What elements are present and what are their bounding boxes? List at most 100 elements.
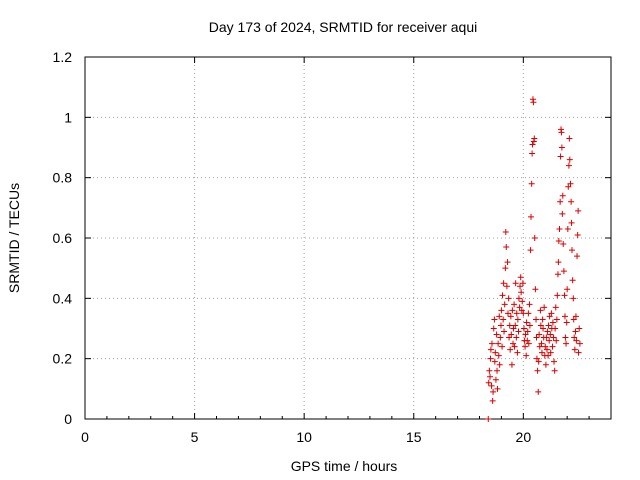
data-point xyxy=(571,346,578,353)
data-point xyxy=(522,331,529,338)
data-point xyxy=(550,334,557,341)
y-tick-label: 0.2 xyxy=(53,351,73,367)
data-point xyxy=(569,277,576,284)
data-point xyxy=(531,235,538,241)
data-point xyxy=(508,331,515,338)
data-point xyxy=(491,358,498,365)
chart-title: Day 173 of 2024, SRMTID for receiver aqu… xyxy=(209,19,477,35)
data-point xyxy=(502,265,509,272)
data-point xyxy=(506,334,513,341)
data-point xyxy=(518,289,525,296)
y-tick-label: 1.2 xyxy=(53,49,73,65)
data-point xyxy=(533,334,540,341)
data-point xyxy=(500,316,507,323)
data-point xyxy=(553,337,560,344)
data-point xyxy=(529,150,536,157)
data-point xyxy=(518,307,525,314)
data-point xyxy=(558,129,565,136)
data-point xyxy=(546,313,553,320)
data-point xyxy=(501,328,508,335)
data-point xyxy=(566,135,573,142)
data-point xyxy=(522,343,529,350)
data-point xyxy=(549,319,556,326)
data-point xyxy=(523,319,530,326)
data-points xyxy=(485,96,583,422)
data-point xyxy=(538,340,545,347)
x-tick-label: 5 xyxy=(191,429,199,445)
data-point xyxy=(547,349,554,356)
data-point xyxy=(512,322,519,329)
data-point xyxy=(497,322,504,329)
data-point xyxy=(524,328,531,335)
data-point xyxy=(514,316,521,323)
data-point xyxy=(560,241,567,248)
data-point xyxy=(564,225,571,232)
data-point xyxy=(505,295,512,302)
data-point xyxy=(557,153,564,160)
data-point xyxy=(500,280,507,287)
data-point xyxy=(487,355,494,362)
data-point xyxy=(539,316,546,323)
data-point xyxy=(494,385,501,392)
data-point xyxy=(575,207,582,214)
data-point xyxy=(520,325,527,332)
data-point xyxy=(565,162,572,169)
data-point xyxy=(506,322,513,329)
data-point xyxy=(493,331,500,338)
y-tick-label: 0.4 xyxy=(53,290,73,306)
data-point xyxy=(543,334,550,341)
data-point xyxy=(572,313,579,320)
data-point xyxy=(568,247,575,254)
data-point xyxy=(504,259,511,266)
data-point xyxy=(498,307,505,314)
data-point xyxy=(554,292,561,299)
data-point xyxy=(557,198,564,205)
data-point xyxy=(513,310,520,317)
data-point xyxy=(519,280,526,287)
data-point xyxy=(537,307,544,314)
data-point xyxy=(510,325,517,332)
data-point xyxy=(544,346,551,353)
data-point xyxy=(534,367,541,374)
data-point xyxy=(504,310,511,317)
y-tick-label: 0 xyxy=(64,411,72,427)
data-point xyxy=(492,376,499,383)
y-axis-label: SRMTID / TECUs xyxy=(6,183,22,293)
data-point xyxy=(565,183,572,190)
data-point xyxy=(553,316,560,323)
data-point xyxy=(563,340,570,347)
data-point xyxy=(497,334,504,341)
data-point xyxy=(552,304,559,311)
data-point xyxy=(549,343,556,350)
gridlines xyxy=(85,57,611,419)
data-point xyxy=(499,292,506,299)
data-point xyxy=(512,280,519,287)
data-point xyxy=(525,340,532,347)
data-point xyxy=(563,319,570,326)
data-point xyxy=(526,301,533,308)
x-tick-label: 0 xyxy=(81,429,89,445)
data-point xyxy=(562,334,569,341)
data-point xyxy=(516,304,523,311)
data-point xyxy=(568,219,575,226)
data-point xyxy=(538,349,545,356)
data-point xyxy=(554,271,561,278)
data-point xyxy=(519,298,526,305)
data-point xyxy=(510,340,517,347)
data-point xyxy=(555,259,562,266)
data-point xyxy=(485,379,492,386)
data-point xyxy=(488,340,495,347)
data-point xyxy=(547,331,554,338)
data-point xyxy=(576,340,583,347)
data-point xyxy=(499,343,506,350)
data-point xyxy=(567,180,574,187)
data-point xyxy=(490,388,497,395)
data-point xyxy=(551,367,558,374)
data-point xyxy=(559,210,566,217)
data-point xyxy=(509,307,516,314)
data-point xyxy=(490,325,497,332)
data-point xyxy=(496,361,503,368)
data-point xyxy=(523,352,530,359)
data-point xyxy=(572,328,579,335)
